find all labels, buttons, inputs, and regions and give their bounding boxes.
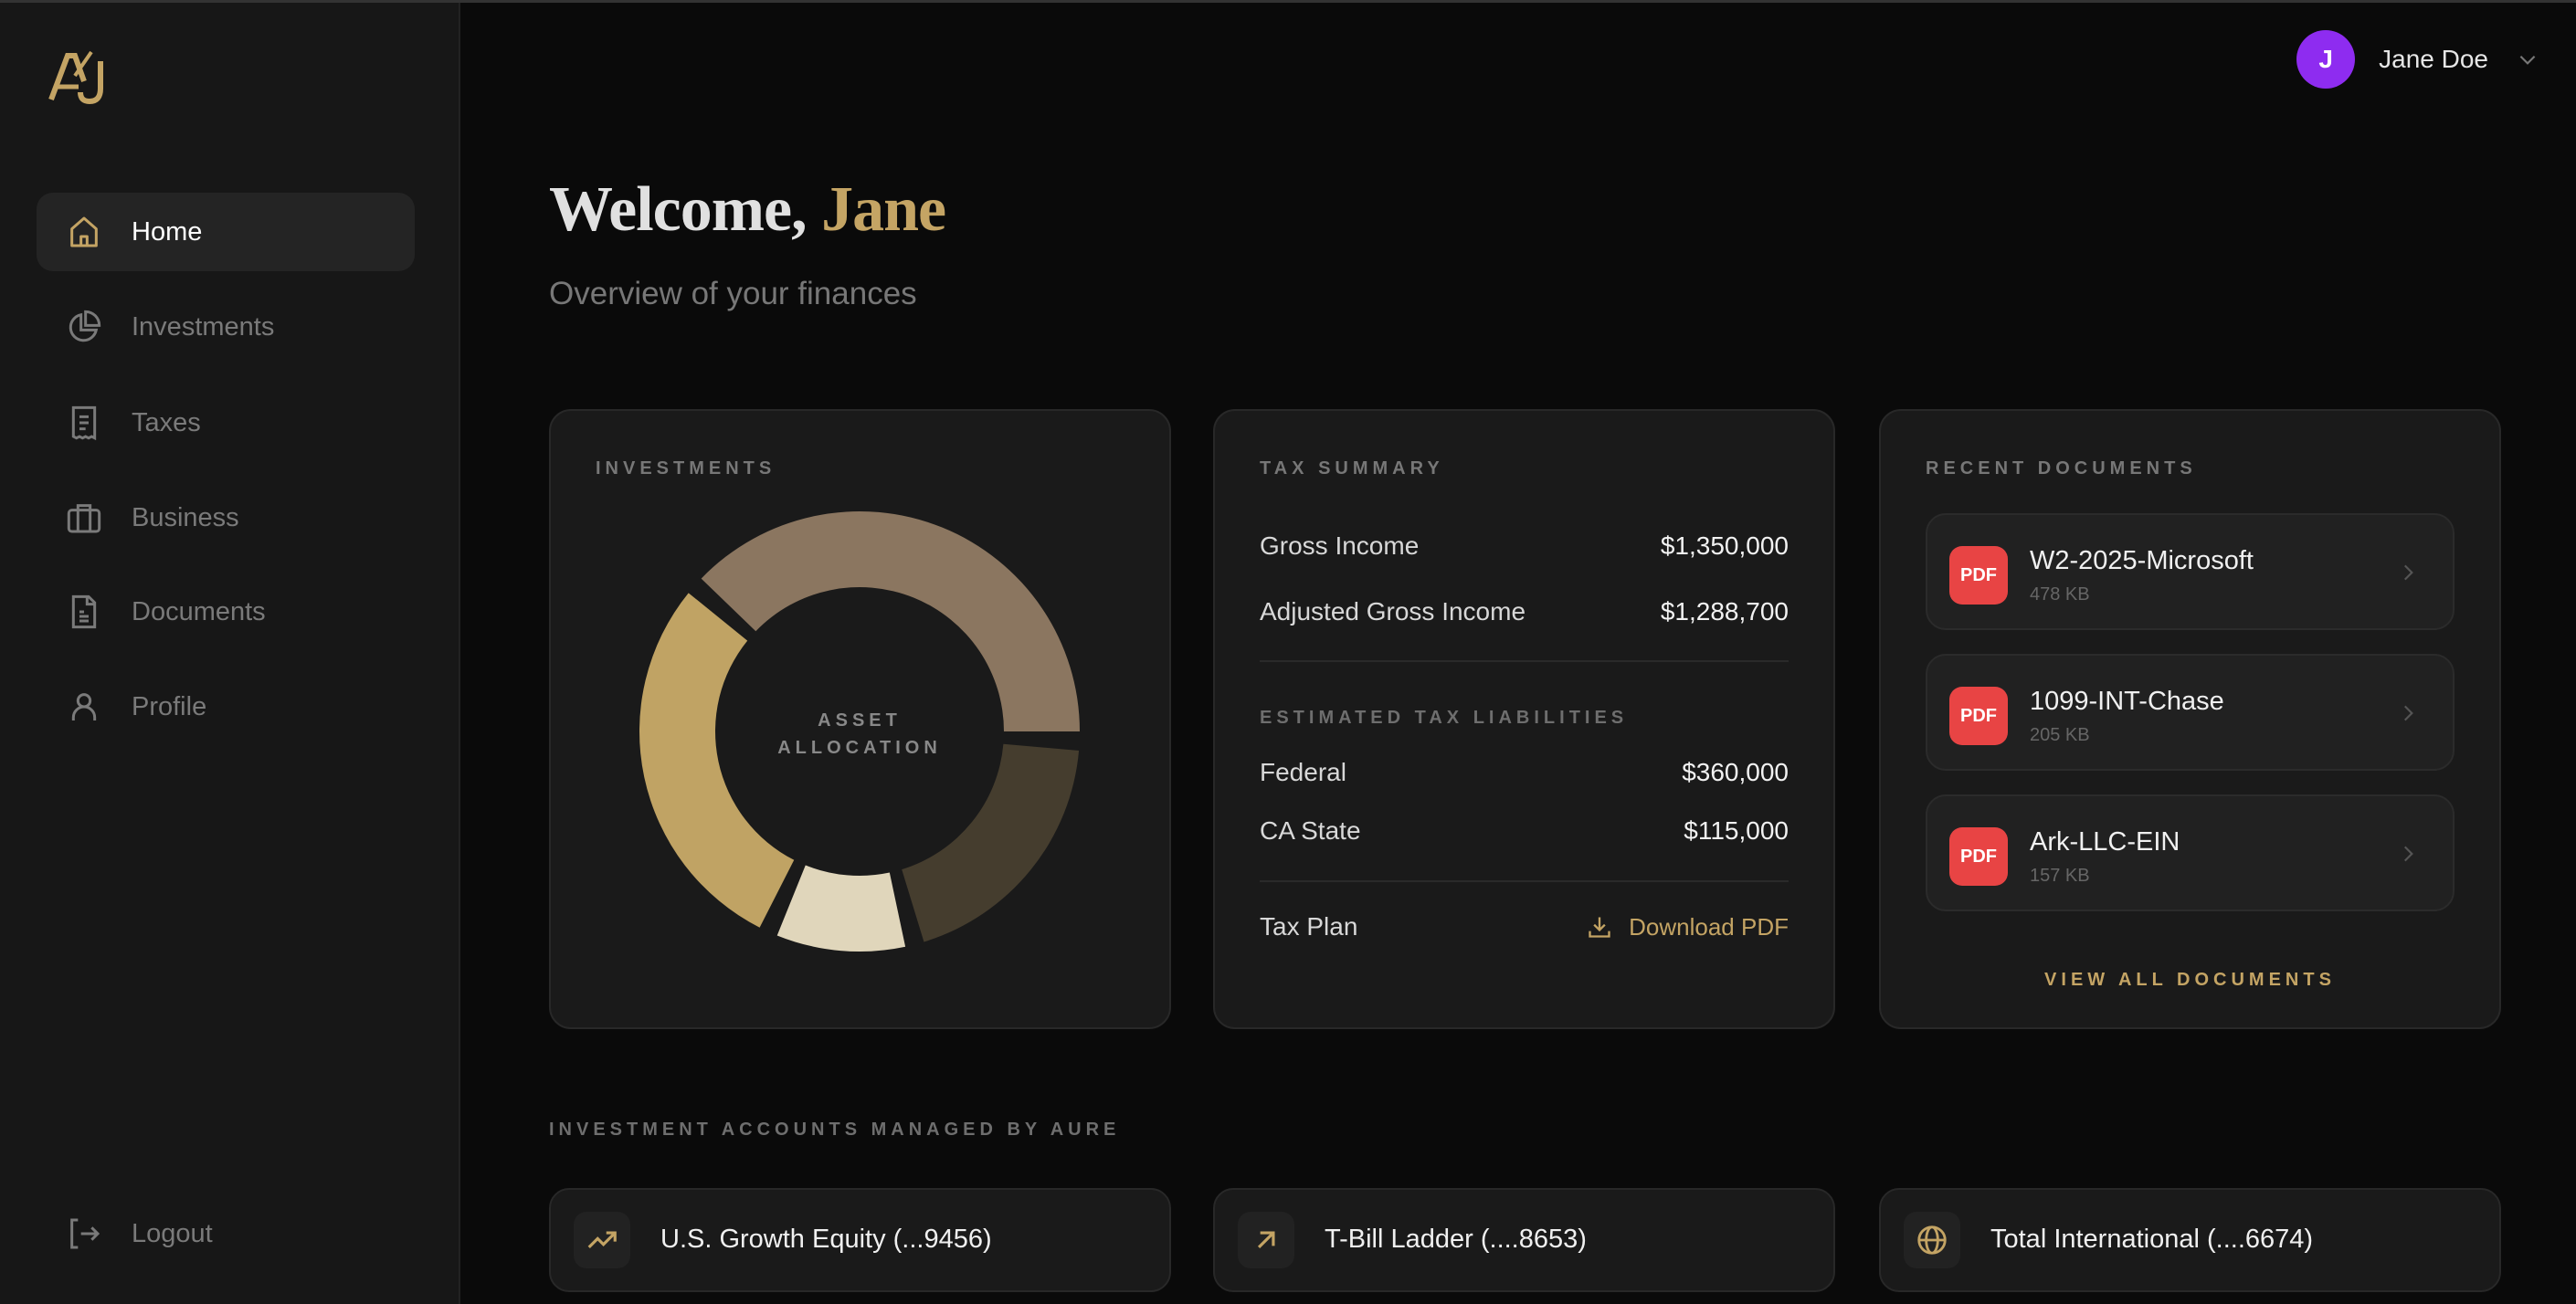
window-top-border [0, 0, 2576, 3]
account-name: Total International (....6674) [1990, 1225, 2314, 1254]
greeting: Welcome, [549, 174, 808, 245]
logout-icon [70, 1218, 100, 1249]
sidebar-item-label: Business [132, 502, 239, 532]
sidebar-item-taxes[interactable]: Taxes [37, 384, 415, 462]
chevron-right-icon [2403, 564, 2413, 581]
recent-documents-card: RECENT DOCUMENTS PDF W2-2025-Microsoft 4… [1879, 409, 2501, 1029]
asset-allocation-donut: ASSET ALLOCATION [639, 511, 1080, 952]
donut-segment [776, 865, 906, 952]
row-value: $1,288,700 [1660, 597, 1789, 626]
user-name: Jane Doe [2379, 45, 2488, 73]
logout-label: Logout [132, 1218, 213, 1248]
arrow-up-right-icon [1257, 1231, 1275, 1249]
tax-summary-card: TAX SUMMARY Gross Income $1,350,000 Adjus… [1213, 409, 1835, 1029]
chevron-right-icon [2403, 846, 2413, 862]
donut-center-label-1: ASSET [818, 710, 902, 731]
download-pdf-button[interactable]: Download PDF [1587, 913, 1789, 941]
row-label: Federal [1260, 758, 1346, 786]
sidebar-item-investments[interactable]: Investments [37, 288, 415, 366]
chevron-down-icon [2519, 55, 2536, 65]
download-icon [1589, 917, 1610, 938]
account-icon-box [1238, 1212, 1294, 1268]
receipt-icon [71, 405, 97, 441]
account-card[interactable]: T-Bill Ladder (....8653) [1213, 1188, 1835, 1292]
sidebar-item-home[interactable]: Home [37, 193, 415, 271]
tax-plan-row: Tax Plan Download PDF [1260, 909, 1789, 945]
accounts-section-title: INVESTMENT ACCOUNTS MANAGED BY AURE [549, 1120, 1121, 1140]
liabilities-title: ESTIMATED TAX LIABILITIES [1260, 708, 1629, 728]
row-value: $1,350,000 [1660, 531, 1789, 560]
page-subtitle: Overview of your finances [549, 276, 917, 311]
donut-segment [639, 593, 795, 928]
logout-button[interactable]: Logout [37, 1194, 415, 1273]
sidebar-item-label: Profile [132, 691, 207, 721]
sidebar: Home Investments Taxes Business Document… [0, 3, 460, 1304]
document-name: 1099-INT-Chase [2030, 687, 2224, 716]
card-title: INVESTMENTS [596, 458, 776, 478]
document-size: 157 KB [2030, 866, 2090, 886]
document-item[interactable]: PDF W2-2025-Microsoft 478 KB [1926, 513, 2455, 630]
divider [1260, 660, 1789, 662]
document-item[interactable]: PDF 1099-INT-Chase 205 KB [1926, 654, 2455, 771]
sidebar-item-label: Taxes [132, 407, 201, 437]
row-label: Tax Plan [1260, 912, 1358, 941]
sidebar-item-documents[interactable]: Documents [37, 573, 415, 651]
home-icon [70, 216, 98, 247]
row-value: $360,000 [1682, 758, 1789, 786]
tax-row-agi: Adjusted Gross Income $1,288,700 [1260, 594, 1789, 630]
row-value: $115,000 [1684, 816, 1789, 845]
account-name: T-Bill Ladder (....8653) [1325, 1225, 1587, 1254]
card-title: TAX SUMMARY [1260, 458, 1444, 478]
avatar: J [2296, 30, 2356, 89]
donut-segment [902, 743, 1080, 942]
tax-row-gross-income: Gross Income $1,350,000 [1260, 528, 1789, 564]
briefcase-icon [67, 504, 101, 533]
globe-icon [1917, 1225, 1947, 1255]
user-first-name: Jane [821, 174, 946, 245]
brand-logo[interactable] [48, 48, 113, 105]
chevron-right-icon [2403, 705, 2413, 721]
user-icon [71, 693, 97, 720]
account-icon-box [574, 1212, 630, 1268]
user-menu[interactable]: J Jane Doe [2296, 29, 2539, 89]
card-title: RECENT DOCUMENTS [1926, 458, 2197, 478]
account-name: U.S. Growth Equity (...9456) [660, 1225, 992, 1254]
row-label: Adjusted Gross Income [1260, 597, 1526, 626]
sidebar-item-label: Investments [132, 311, 275, 342]
donut-segment [701, 511, 1080, 731]
document-item[interactable]: PDF Ark-LLC-EIN 157 KB [1926, 794, 2455, 911]
row-label: CA State [1260, 816, 1361, 845]
sidebar-item-label: Documents [132, 596, 266, 626]
page-title: Welcome, Jane [549, 174, 946, 247]
tax-row-federal: Federal $360,000 [1260, 754, 1789, 791]
pie-chart-icon [69, 310, 101, 342]
document-icon [71, 594, 97, 629]
donut-center-label-2: ALLOCATION [777, 738, 942, 758]
pdf-icon: PDF [1949, 827, 2008, 886]
sidebar-item-label: Home [132, 216, 203, 247]
row-label: Gross Income [1260, 531, 1420, 560]
account-icon-box [1904, 1212, 1960, 1268]
divider [1260, 880, 1789, 882]
investments-card: INVESTMENTS ASSET ALLOCATION [549, 409, 1171, 1029]
pdf-icon: PDF [1949, 546, 2008, 605]
account-card[interactable]: U.S. Growth Equity (...9456) [549, 1188, 1171, 1292]
account-card[interactable]: Total International (....6674) [1879, 1188, 2501, 1292]
view-all-documents-link[interactable]: VIEW ALL DOCUMENTS [2044, 970, 2336, 990]
download-label: Download PDF [1629, 912, 1789, 941]
sidebar-item-profile[interactable]: Profile [37, 668, 415, 746]
sidebar-item-business[interactable]: Business [37, 478, 415, 557]
document-size: 205 KB [2030, 725, 2090, 745]
document-name: Ark-LLC-EIN [2030, 827, 2180, 857]
document-name: W2-2025-Microsoft [2030, 546, 2254, 575]
tax-row-ca-state: CA State $115,000 [1260, 813, 1789, 849]
pdf-icon: PDF [1949, 687, 2008, 745]
document-size: 478 KB [2030, 584, 2090, 605]
trending-up-icon [587, 1231, 617, 1249]
